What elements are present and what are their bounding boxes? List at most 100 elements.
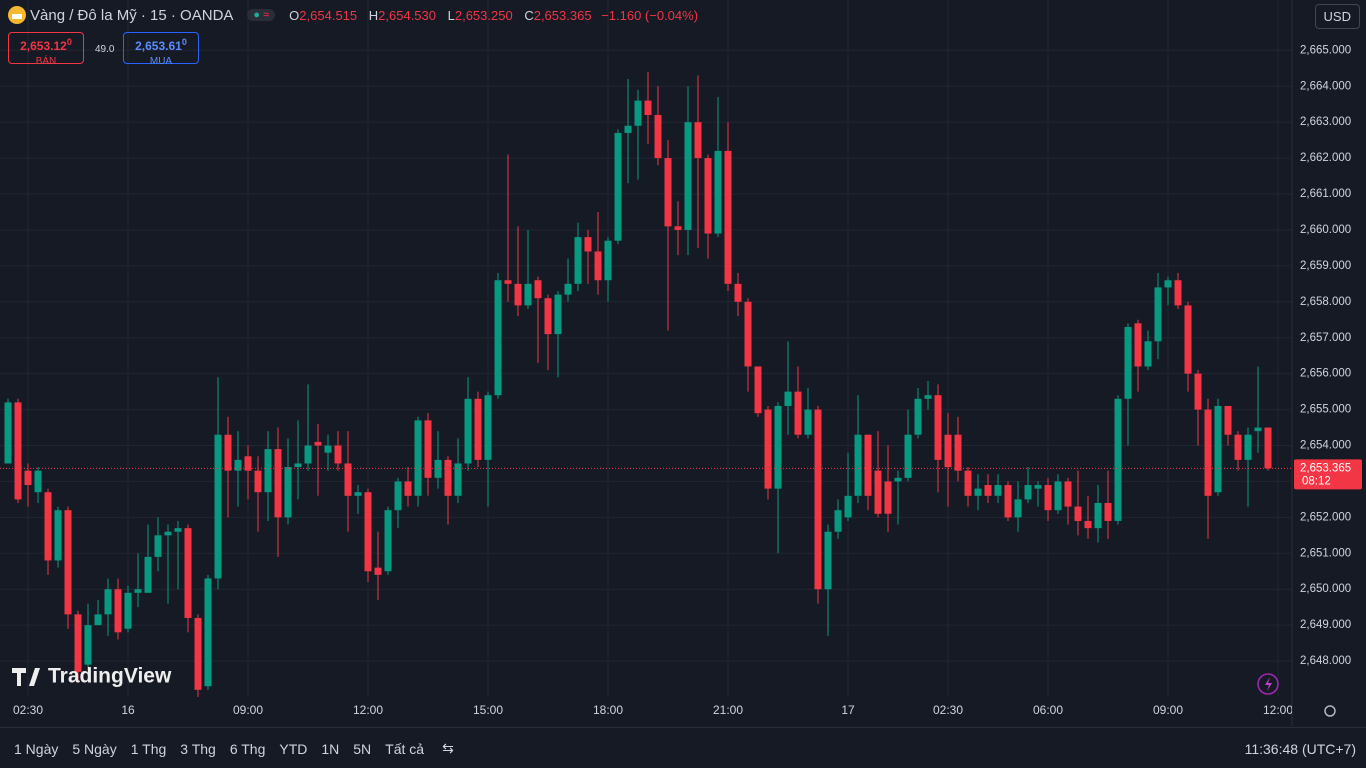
candle-body [774, 405, 782, 489]
range-button[interactable]: 1 Ngày [14, 740, 59, 757]
candle-body [734, 283, 742, 302]
candle-body [994, 485, 1002, 496]
y-tick-label: 2,661.000 [1300, 188, 1351, 200]
candle-body [904, 434, 912, 478]
symbol[interactable]: Vàng / Đô la Mỹ · 15 · OANDA [30, 6, 234, 24]
candle-body [1234, 434, 1242, 460]
candle-body [714, 150, 722, 234]
candle-body [194, 617, 202, 690]
open: 2,654.515 [299, 7, 358, 23]
candle-body [724, 150, 732, 284]
candle-body [374, 567, 382, 575]
candle-body [54, 510, 62, 561]
x-tick-label: 18:00 [593, 703, 623, 717]
candle-body [834, 510, 842, 532]
l-label: L [447, 7, 455, 23]
candle-body [854, 434, 862, 496]
candle-body [484, 395, 492, 460]
candle-body [294, 463, 302, 468]
candle-body [444, 459, 452, 496]
candle-body [234, 459, 242, 471]
buy-sup: 0 [181, 37, 187, 47]
candle-body [214, 434, 222, 579]
candle-body [984, 485, 992, 496]
candle-body [674, 226, 682, 230]
symbol-icon [8, 6, 26, 24]
x-tick-label: 12:00 [1263, 703, 1293, 717]
range-button[interactable]: 3 Thg [180, 740, 216, 757]
candle-body [304, 445, 312, 464]
candle-body [74, 614, 82, 672]
header: Vàng / Đô la Mỹ · 15 · OANDA ● ≈ O2,654.… [8, 6, 698, 24]
candle-body [1184, 305, 1192, 374]
y-tick-label: 2,665.000 [1300, 44, 1351, 56]
x-tick-label: 15:00 [473, 703, 503, 717]
candle-body [844, 495, 852, 518]
sell-price: 2,653.12 [20, 39, 67, 53]
candle-body [754, 366, 762, 414]
range-button[interactable]: 1 Thg [130, 740, 167, 757]
alert-icon[interactable] [1257, 673, 1279, 695]
candle-body [664, 158, 672, 227]
candle-body [1134, 323, 1142, 367]
candle-body [1164, 280, 1172, 288]
buy-button[interactable]: 2,653.610 MUA [123, 32, 199, 67]
range-button[interactable]: YTD [279, 740, 308, 757]
candle-body [924, 395, 932, 399]
candle-body [594, 251, 602, 281]
candle-body [1024, 485, 1032, 500]
candle-body [624, 125, 632, 133]
range-button[interactable]: 1N [321, 740, 340, 757]
currency-button[interactable]: USD [1314, 4, 1360, 29]
candle-body [874, 470, 882, 514]
watermark-logo [12, 668, 40, 686]
candle-body [1074, 506, 1082, 521]
watermark: TradingView [48, 665, 172, 688]
x-tick-label: 02:30 [13, 703, 43, 717]
status[interactable]: ● ≈ [247, 9, 276, 21]
candle-body [24, 470, 32, 486]
candle-body [1104, 502, 1112, 521]
buy-price: 2,653.61 [135, 39, 182, 53]
sell-button[interactable]: 2,653.120 BÁN [8, 32, 84, 67]
candle-body [524, 283, 532, 306]
countdown: 08:12 [1302, 475, 1331, 487]
candle-body [564, 283, 572, 295]
candle-body [864, 434, 872, 496]
candle-body [254, 470, 262, 493]
change: −1.160 (−0.04%) [601, 7, 699, 23]
candle-body [1044, 485, 1052, 511]
candle-body [784, 391, 792, 406]
candle-body [1174, 280, 1182, 306]
candle-body [154, 535, 162, 557]
low: 2,653.250 [454, 7, 513, 23]
close: 2,653.365 [533, 7, 592, 23]
candle-body [884, 481, 892, 514]
candle-body [284, 467, 292, 518]
h-label: H [368, 7, 379, 23]
range-button[interactable]: Tất cả [385, 740, 425, 757]
settings-icon[interactable] [1324, 705, 1336, 717]
range-button[interactable]: 5N [353, 740, 372, 757]
candle-body [94, 614, 102, 626]
candle-body [344, 463, 352, 496]
candle-body [634, 100, 642, 126]
candle-body [1094, 502, 1102, 529]
y-tick-label: 2,655.000 [1300, 404, 1351, 416]
clock: 11:36:48 (UTC+7) [1244, 740, 1356, 757]
last-price-label: 2,653.365 [1300, 462, 1351, 474]
candle-body [4, 402, 12, 464]
candle-body [44, 492, 52, 561]
candle-body [14, 402, 22, 500]
candle-body [394, 481, 402, 511]
candle-body [914, 398, 922, 435]
candle-body [114, 589, 122, 633]
candle-body [804, 409, 812, 435]
range-button[interactable]: 6 Thg [229, 740, 266, 757]
candle-body [894, 477, 902, 482]
candle-body [824, 531, 832, 590]
range-button[interactable]: 5 Ngày [72, 740, 117, 757]
range-picker[interactable]: ⇆ [442, 740, 454, 756]
alert-icon-bolt [1265, 677, 1272, 691]
